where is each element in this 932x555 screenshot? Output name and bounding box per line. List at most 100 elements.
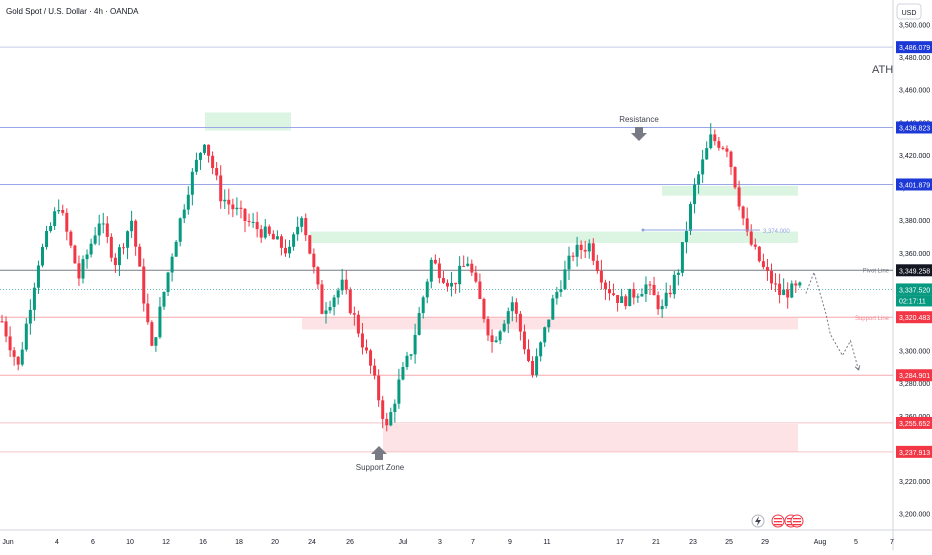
candle-body[interactable] — [142, 266, 146, 304]
candle-body[interactable] — [170, 256, 174, 273]
candle-body[interactable] — [340, 279, 344, 291]
candle-body[interactable] — [527, 349, 530, 361]
candle-body[interactable] — [57, 210, 61, 212]
candle-body[interactable] — [332, 297, 336, 307]
candle-body[interactable] — [308, 235, 312, 254]
candle-body[interactable] — [377, 375, 381, 401]
candle-body[interactable] — [786, 289, 790, 298]
candle-body[interactable] — [790, 283, 794, 298]
candle-body[interactable] — [571, 255, 575, 257]
candle-body[interactable] — [348, 289, 352, 314]
candle-body[interactable] — [130, 220, 134, 232]
candle-body[interactable] — [113, 257, 117, 266]
candle-body[interactable] — [85, 254, 89, 260]
candle-body[interactable] — [336, 290, 340, 298]
candle-body[interactable] — [73, 245, 77, 264]
candle-body[interactable] — [146, 303, 150, 323]
candle-body[interactable] — [757, 246, 761, 262]
candle-body[interactable] — [466, 263, 470, 267]
candle-body[interactable] — [749, 231, 753, 245]
candle-body[interactable] — [535, 356, 539, 376]
candle-body[interactable] — [551, 298, 555, 320]
candle-body[interactable] — [243, 208, 247, 222]
candle-body[interactable] — [69, 231, 73, 246]
candle-body[interactable] — [559, 289, 563, 292]
candle-body[interactable] — [603, 282, 607, 290]
candle-body[interactable] — [640, 294, 644, 297]
candle-body[interactable] — [632, 288, 636, 298]
candle-body[interactable] — [660, 306, 664, 310]
candle-body[interactable] — [458, 265, 462, 285]
candle-body[interactable] — [385, 418, 389, 426]
candle-body[interactable] — [109, 236, 113, 258]
candle-body[interactable] — [539, 342, 543, 357]
candle-body[interactable] — [61, 210, 65, 213]
candle-body[interactable] — [381, 400, 385, 419]
candle-body[interactable] — [409, 354, 413, 356]
candle-body[interactable] — [417, 313, 421, 335]
candle-body[interactable] — [4, 321, 8, 337]
candle-body[interactable] — [267, 226, 271, 234]
candle-body[interactable] — [356, 314, 360, 334]
candle-body[interactable] — [454, 282, 458, 285]
candle-body[interactable] — [101, 223, 105, 225]
candle-body[interactable] — [672, 274, 676, 295]
candle-body[interactable] — [190, 171, 194, 195]
candle-body[interactable] — [778, 283, 782, 296]
candle-body[interactable] — [709, 134, 713, 149]
candle-body[interactable] — [251, 221, 255, 223]
candle-body[interactable] — [563, 269, 567, 290]
candle-body[interactable] — [182, 209, 186, 219]
candle-body[interactable] — [421, 297, 425, 314]
candle-body[interactable] — [644, 284, 648, 295]
candle-body[interactable] — [239, 207, 243, 209]
candle-body[interactable] — [494, 340, 498, 342]
candle-body[interactable] — [608, 289, 611, 294]
candle-body[interactable] — [235, 207, 239, 210]
candle-body[interactable] — [502, 323, 506, 332]
candle-body[interactable] — [482, 299, 486, 320]
candle-body[interactable] — [510, 302, 514, 312]
candle-body[interactable] — [782, 289, 786, 296]
candle-body[interactable] — [429, 259, 433, 282]
candle-body[interactable] — [486, 319, 490, 336]
candle-body[interactable] — [247, 221, 251, 223]
candle-body[interactable] — [158, 306, 162, 338]
candle-body[interactable] — [215, 168, 219, 176]
candle-body[interactable] — [770, 270, 773, 284]
candle-body[interactable] — [81, 259, 85, 279]
candle-body[interactable] — [166, 272, 170, 292]
candle-body[interactable] — [729, 151, 733, 168]
candle-body[interactable] — [223, 199, 227, 202]
candle-body[interactable] — [20, 349, 24, 365]
candle-body[interactable] — [425, 281, 429, 298]
candle-body[interactable] — [211, 155, 215, 169]
candle-body[interactable] — [304, 218, 308, 236]
candle-body[interactable] — [446, 282, 449, 287]
candle-body[interactable] — [328, 306, 332, 311]
candle-body[interactable] — [441, 278, 445, 283]
candle-body[interactable] — [713, 134, 717, 142]
candle-body[interactable] — [174, 241, 178, 257]
candle-body[interactable] — [547, 319, 551, 328]
candle-body[interactable] — [65, 212, 69, 232]
candle-body[interactable] — [134, 220, 138, 247]
candle-body[interactable] — [93, 235, 97, 244]
candle-body[interactable] — [798, 282, 802, 286]
candle-body[interactable] — [0, 321, 4, 323]
candle-body[interactable] — [761, 261, 765, 268]
candle-body[interactable] — [397, 379, 401, 404]
candle-body[interactable] — [733, 167, 737, 188]
candle-body[interactable] — [433, 259, 437, 264]
candle-body[interactable] — [16, 356, 20, 365]
candle-body[interactable] — [717, 141, 721, 148]
candle-body[interactable] — [279, 236, 283, 248]
candle-body[interactable] — [352, 313, 356, 315]
candle-body[interactable] — [579, 244, 583, 250]
candle-body[interactable] — [126, 231, 130, 248]
candle-body[interactable] — [616, 295, 620, 303]
candle-body[interactable] — [765, 267, 769, 271]
candle-body[interactable] — [28, 309, 32, 324]
candle-body[interactable] — [186, 194, 190, 210]
